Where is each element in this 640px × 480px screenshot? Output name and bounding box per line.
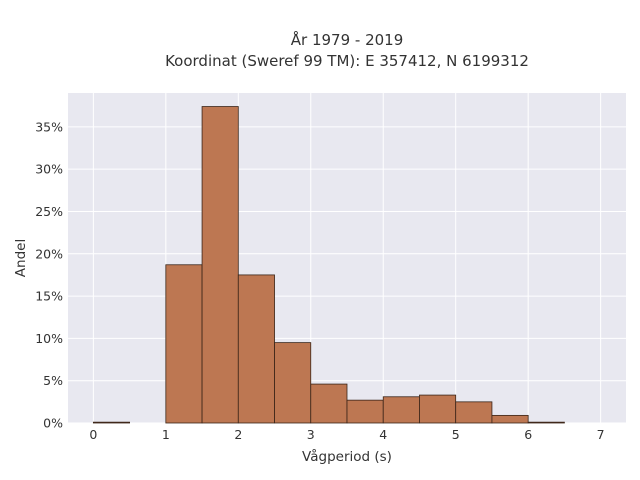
histogram-bar xyxy=(165,264,203,424)
histogram-bar xyxy=(201,106,239,424)
histogram-bar xyxy=(419,394,457,424)
x-tick-label: 7 xyxy=(597,427,605,442)
y-tick-label: 30% xyxy=(35,162,63,177)
histogram-bar xyxy=(274,342,312,424)
histogram-bar xyxy=(455,401,493,424)
histogram-bar xyxy=(310,383,348,424)
x-tick-label: 0 xyxy=(89,427,97,442)
y-tick-label: 35% xyxy=(35,119,63,134)
x-tick-label: 4 xyxy=(379,427,387,442)
y-tick-label: 20% xyxy=(35,246,63,261)
histogram-bar xyxy=(346,399,384,424)
y-axis-title: Andel xyxy=(13,239,29,277)
x-tick-label: 5 xyxy=(452,427,460,442)
y-tick-label: 15% xyxy=(35,289,63,304)
plot-area xyxy=(68,93,626,423)
y-tick-label: 10% xyxy=(35,331,63,346)
chart-subtitle: Koordinat (Sweref 99 TM): E 357412, N 61… xyxy=(165,52,529,70)
y-tick-label: 25% xyxy=(35,204,63,219)
x-tick-label: 2 xyxy=(234,427,242,442)
histogram-bar xyxy=(527,421,565,424)
x-tick-label: 3 xyxy=(307,427,315,442)
y-tick-label: 5% xyxy=(43,373,63,388)
y-tick-labels: 0% 5% 10% 15% 20% 25% 30% 35% xyxy=(35,119,63,430)
y-tick-label: 0% xyxy=(43,416,63,431)
histogram-bar xyxy=(237,274,275,424)
histogram-bar xyxy=(491,414,529,424)
x-tick-label: 1 xyxy=(162,427,170,442)
x-tick-label: 6 xyxy=(524,427,532,442)
histogram-bar xyxy=(382,396,420,424)
x-tick-labels: 0 1 2 3 4 5 6 7 xyxy=(89,427,604,442)
chart-title: År 1979 - 2019 xyxy=(291,30,404,49)
x-axis-title: Vågperiod (s) xyxy=(302,448,392,465)
histogram-bar xyxy=(92,421,130,424)
bars xyxy=(92,106,565,424)
